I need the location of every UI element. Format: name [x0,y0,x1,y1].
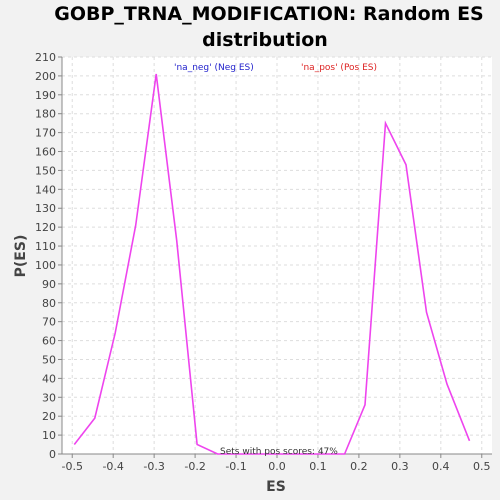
x-tick-label: 0.1 [309,460,327,473]
grid-lines [62,56,492,455]
chart-title-line1: GOBP_TRNA_MODIFICATION: Random ES [54,3,483,25]
y-tick-label: 80 [42,297,56,310]
y-axis-label: P(ES) [13,235,29,278]
y-tick-label: 150 [35,164,56,177]
x-tick-label: -0.1 [225,460,246,473]
x-tick-label: -0.2 [184,460,205,473]
chart-title-line2: distribution [202,29,328,51]
y-tick-label: 50 [42,353,56,366]
y-tick-label: 40 [42,372,56,385]
y-tick-label: 120 [35,221,56,234]
x-tick-label: 0.0 [268,460,286,473]
x-tick-label: 0.3 [391,460,409,473]
y-tick-label: 130 [35,202,56,215]
x-axis-label: ES [266,479,286,495]
y-tick-label: 200 [35,70,56,83]
x-tick-labels: -0.5 -0.4 -0.3 -0.2 -0.1 0.0 0.1 0.2 0.3 0.4 0.5 [62,460,491,473]
y-tick-label: 30 [42,391,56,404]
y-tick-label: 20 [42,410,56,423]
y-tick-label: 100 [35,259,56,272]
y-tick-labels: 0 10 20 30 40 50 60 70 80 90 100 110 120 130 140 150 160… [35,51,56,461]
x-tick-label: -0.3 [143,460,164,473]
y-tick-label: 110 [35,240,56,253]
x-tick-label: -0.4 [102,460,123,473]
x-tick-label: 0.5 [473,460,491,473]
y-tick-label: 60 [42,335,56,348]
pos-scores-annotation: Sets with pos scores: 47% [220,447,338,457]
legend-pos: 'na_pos' (Pos ES) [301,63,377,73]
y-tick-label: 160 [35,146,56,159]
y-tick-label: 0 [49,448,56,461]
x-tick-label: 0.2 [350,460,368,473]
y-tick-label: 190 [35,89,56,102]
series-line [73,73,471,455]
y-tick-label: 70 [42,316,56,329]
x-tick-label: -0.5 [62,460,83,473]
y-tick-label: 210 [35,51,56,64]
y-tick-label: 10 [42,429,56,442]
y-tick-label: 170 [35,127,56,140]
y-tick-label: 140 [35,183,56,196]
y-tick-label: 180 [35,108,56,121]
legend-neg: 'na_neg' (Neg ES) [174,63,254,73]
x-tick-label: 0.4 [432,460,450,473]
y-tick-label: 90 [42,278,56,291]
